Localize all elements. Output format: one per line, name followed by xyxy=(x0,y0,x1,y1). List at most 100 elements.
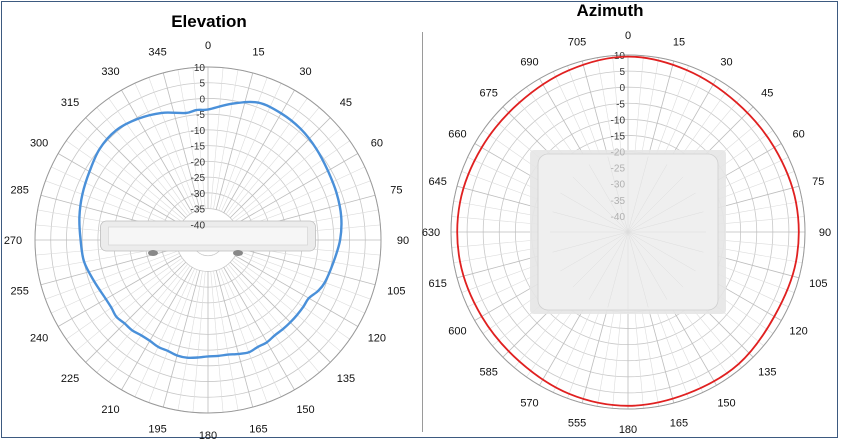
radial-tick-label: -20 xyxy=(191,157,206,168)
grid-spoke xyxy=(57,255,181,327)
angle-label: 195 xyxy=(148,423,166,435)
angle-label: 60 xyxy=(792,129,804,141)
angle-label: 615 xyxy=(429,278,447,290)
angle-label: 105 xyxy=(809,278,827,290)
grid-spoke xyxy=(229,261,331,363)
radial-tick-label: -35 xyxy=(191,205,206,216)
angle-label: 555 xyxy=(568,417,586,429)
grid-spoke xyxy=(148,77,198,211)
angle-label: 585 xyxy=(480,366,498,378)
grid-spoke xyxy=(51,253,180,314)
outer-ring xyxy=(450,54,806,410)
radial-tick-label: -5 xyxy=(616,99,625,110)
angle-label: 15 xyxy=(252,47,264,59)
elevation-title: Elevation xyxy=(171,12,247,31)
grid-spoke xyxy=(223,267,295,391)
angle-label: 705 xyxy=(568,37,586,49)
antenna-image xyxy=(530,150,726,314)
panel-divider xyxy=(422,32,423,432)
grid-spoke xyxy=(213,69,239,210)
angle-label: 675 xyxy=(480,88,498,100)
angle-label: 165 xyxy=(670,417,688,429)
radial-tick-label: -5 xyxy=(196,110,205,121)
angle-label: 300 xyxy=(30,138,48,150)
angle-label: 690 xyxy=(520,56,538,68)
angle-label: 30 xyxy=(299,66,311,78)
grid-spoke xyxy=(121,267,193,391)
grid-spoke xyxy=(215,72,254,210)
grid-spoke xyxy=(236,253,365,314)
radial-tick-label: 5 xyxy=(619,67,625,78)
antenna-image xyxy=(100,220,316,256)
radial-tick-label: -10 xyxy=(611,115,626,126)
grid-spoke xyxy=(148,269,198,403)
polar-chart-1: 105 0 -5 -10 -15 -20 -25 -30 -35 -40 0 15 30 45 60 75 90… xyxy=(422,30,831,436)
series-line-0 xyxy=(78,100,343,360)
angle-label: 45 xyxy=(761,88,773,100)
grid-spoke xyxy=(227,107,320,217)
angle-label: 150 xyxy=(296,404,314,416)
angle-label: 135 xyxy=(337,373,355,385)
angle-label: 90 xyxy=(397,235,409,247)
grid-spoke xyxy=(223,89,295,213)
grid-spoke xyxy=(227,263,320,373)
grid-spoke xyxy=(75,128,185,221)
angle-label: 60 xyxy=(371,138,383,150)
grid-spoke xyxy=(218,269,268,403)
radial-tick-label: -25 xyxy=(191,173,206,184)
angle-label: 345 xyxy=(148,47,166,59)
grid-spoke xyxy=(85,261,187,363)
radial-tick-label: -35 xyxy=(611,196,626,207)
angle-label: 15 xyxy=(673,37,685,49)
radial-tick-label: -10 xyxy=(191,126,206,137)
angle-label: 210 xyxy=(101,404,119,416)
angle-label: 180 xyxy=(199,430,217,441)
grid-spoke xyxy=(162,72,201,210)
grid-spoke xyxy=(66,257,183,340)
angle-label: 570 xyxy=(520,398,538,410)
angle-label: 150 xyxy=(717,398,735,410)
angle-label: 165 xyxy=(249,423,267,435)
grid-spoke xyxy=(51,166,180,227)
grid-spoke xyxy=(233,140,350,223)
radial-tick-label: -30 xyxy=(191,189,206,200)
angle-label: 225 xyxy=(61,373,79,385)
grid-spoke xyxy=(235,153,359,225)
grid-spoke xyxy=(231,259,341,352)
grid-spoke xyxy=(57,153,181,225)
grid-spoke xyxy=(66,140,183,223)
radial-tick-label: 5 xyxy=(199,79,205,90)
angle-label: 330 xyxy=(101,66,119,78)
grid-spoke xyxy=(229,117,331,219)
angle-label: 105 xyxy=(387,285,405,297)
grid-spoke xyxy=(225,265,308,382)
radial-tick-label: -40 xyxy=(611,212,626,223)
angle-label: 45 xyxy=(340,97,352,109)
angle-label: 270 xyxy=(4,235,22,247)
grid-spoke xyxy=(108,265,191,382)
grid-spoke xyxy=(134,268,195,397)
grid-spoke xyxy=(213,270,239,411)
radial-tick-label: -15 xyxy=(191,142,206,153)
angle-label: 285 xyxy=(10,185,28,197)
grid-spoke xyxy=(225,98,308,215)
angle-label: 0 xyxy=(205,40,211,52)
grid-spoke xyxy=(215,270,254,408)
grid-spoke xyxy=(210,67,224,209)
grid-spoke xyxy=(45,250,179,300)
angle-label: 90 xyxy=(819,227,831,239)
radial-tick-label: -30 xyxy=(611,180,626,191)
angle-label: 255 xyxy=(10,285,28,297)
grid-spoke xyxy=(231,128,341,221)
radial-tick-label: 0 xyxy=(199,94,205,105)
grid-spoke xyxy=(162,270,201,408)
grid-spoke xyxy=(192,271,206,413)
radial-tick-label: -15 xyxy=(611,131,626,142)
grid-spoke xyxy=(134,83,195,212)
grid-spoke xyxy=(218,77,268,211)
angle-label: 120 xyxy=(789,326,807,338)
radial-tick-label: -40 xyxy=(191,220,206,231)
angle-label: 315 xyxy=(61,97,79,109)
grid-spoke xyxy=(221,83,282,212)
